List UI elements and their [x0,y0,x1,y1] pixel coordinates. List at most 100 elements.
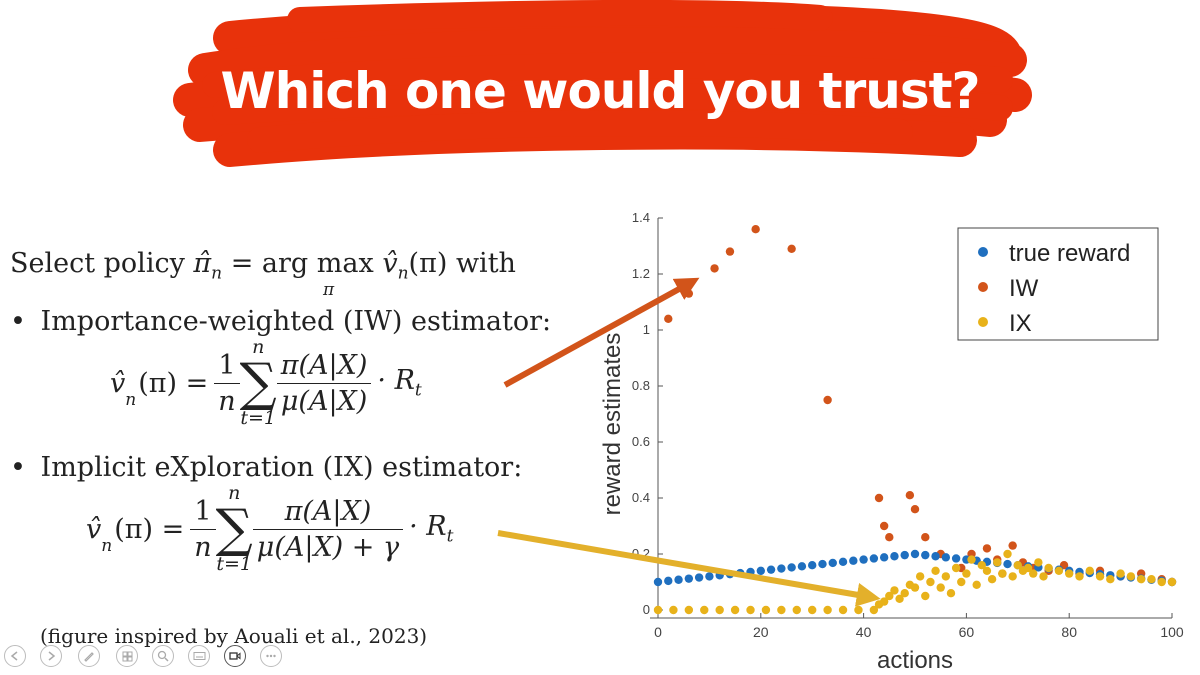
iw-ratio: π(A|X) μ(A|X) [276,350,372,417]
true-reward-point [746,567,755,577]
iw-point [664,314,673,323]
video-icon[interactable] [224,645,246,667]
ix-point [900,589,909,598]
y-tick-label: 0.4 [632,490,650,505]
true-reward-point [879,553,889,562]
iw-point [1008,541,1017,550]
iw-formula: v̂ n (π) = 1 n n ∑ t=1 π(A|X) μ(A|X) · Rt [110,338,422,428]
true-reward-point [869,554,879,563]
true-reward-point [684,574,694,583]
true-reward-point [766,565,776,574]
ix-point [1136,575,1146,584]
iw-label: Importance-weighted (IW) estimator: [40,306,552,337]
ix-point [715,605,724,615]
iw-point [751,225,760,234]
ix-point [1008,572,1017,581]
ix-point [910,583,920,592]
brush-stroke [173,0,1032,167]
ix-point [941,572,951,581]
value-symbol: v̂ [382,248,398,279]
policy-symbol: π̂ [193,248,212,279]
ix-point [854,605,863,615]
ix-point [838,605,848,615]
ix-lhs-v: v̂ [86,513,102,545]
bullet: • [10,452,26,483]
ix-point [982,566,992,575]
x-tick-label: 20 [753,624,769,640]
ix-point [921,591,930,601]
ix-point [1157,577,1166,587]
legend-label: true reward [1009,240,1130,267]
ix-point [962,569,971,578]
ix-one-over-n: 1 n [190,496,216,563]
ix-point [931,566,940,575]
iw-sum-symbol: ∑ [239,353,277,413]
legend-label: IW [1009,275,1039,302]
ix-point [792,605,801,615]
true-reward-point [838,557,848,567]
ix-sum-bottom: t=1 [216,553,253,575]
y-tick-label: 0.2 [632,546,650,561]
true-reward-point [787,563,796,572]
iw-sum-top: n [252,336,265,358]
y-tick-label: 1.2 [632,266,650,281]
iw-r: · R [377,365,415,397]
brush-scribble [212,83,1013,125]
true-reward-point [828,558,837,568]
iw-sum: n ∑ t=1 [240,338,277,428]
ix-point [951,563,961,573]
iw-lhs-arg: (π) = [138,367,209,399]
iw-point [921,533,930,542]
select-suffix: (π) with [408,248,516,279]
ix-point [987,575,997,584]
iw-one: 1 [214,350,240,384]
iw-point [879,521,889,531]
true-reward-point [818,559,827,569]
true-reward-point [756,566,765,575]
ix-point [915,572,925,581]
ix-point [1029,569,1038,578]
ix-point [967,555,976,564]
more-icon[interactable] [260,645,282,667]
ix-point [761,605,771,615]
back-icon[interactable] [4,645,26,667]
ix-point [823,605,832,615]
true-reward-point [715,571,724,580]
ix-r: · R [409,511,447,543]
ix-point [1044,563,1053,573]
iw-point [787,244,796,253]
true-reward-point [910,549,920,559]
ix-lhs-arg: (π) = [114,513,185,545]
true-reward-point [931,552,940,561]
forward-icon[interactable] [40,645,62,667]
ix-sum-top: n [228,482,241,504]
ix-point [777,605,786,615]
ix-point [1167,577,1177,587]
ix-point [746,605,755,615]
iw-times-r: · Rt [377,365,421,400]
pages-icon[interactable] [116,645,138,667]
ix-lhs-sub: n [101,536,113,556]
ix-bullet-line: • Implicit eXploration (IX) estimator: [10,452,522,483]
true-reward-point [941,553,951,562]
argmax-text: = arg max [230,248,374,279]
ix-point [895,594,904,603]
zoom-icon[interactable] [152,645,174,667]
ix-point [1116,569,1125,578]
ix-point [730,605,740,615]
iw-point [982,544,992,553]
x-axis-label: actions [877,647,953,674]
ix-point [946,589,956,598]
ix-point [1106,575,1115,584]
legend-marker [978,317,988,327]
y-tick-label: 0.6 [632,434,650,449]
true-reward-point [890,552,899,561]
subtitles-icon[interactable] [188,645,210,667]
policy-sub: n [211,263,223,284]
pen-icon[interactable] [78,645,100,667]
ix-point [926,577,935,587]
legend-box [957,227,1159,341]
ix-one: 1 [190,496,216,530]
ix-point [808,605,817,615]
ix-point [890,586,899,595]
